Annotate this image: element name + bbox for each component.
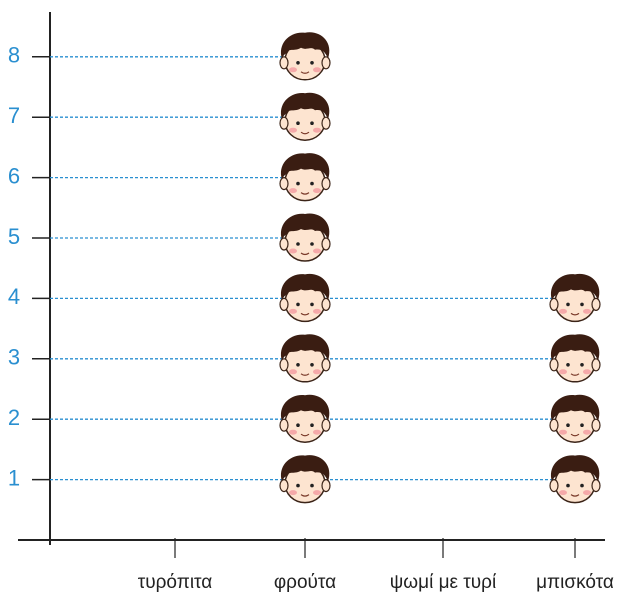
y-tick-label: 1: [8, 465, 20, 490]
y-tick-label: 5: [8, 224, 20, 249]
y-tick-label: 8: [8, 43, 20, 68]
face-icon: [549, 454, 601, 504]
y-tick-label: 6: [8, 163, 20, 188]
face-icon: [549, 333, 601, 383]
x-tick-label: ψωμί με τυρί: [390, 572, 497, 593]
face-icon: [279, 333, 331, 383]
face-icon: [279, 393, 331, 443]
face-icon: [279, 152, 331, 202]
pictogram: [549, 273, 601, 504]
y-tick-label: 7: [8, 103, 20, 128]
face-icon: [279, 91, 331, 141]
x-tick-label: τυρόπιτα: [138, 572, 213, 593]
face-icon: [279, 273, 331, 323]
face-icon: [279, 454, 331, 504]
y-tick-label: 2: [8, 405, 20, 430]
face-icon: [279, 212, 331, 262]
face-icon: [279, 31, 331, 81]
y-tick-label: 4: [8, 284, 20, 309]
x-tick-label: φρούτα: [274, 572, 336, 593]
pictogram: [279, 31, 331, 504]
y-tick-label: 3: [8, 345, 20, 370]
face-icon: [549, 393, 601, 443]
x-tick-label: μπισκότα: [536, 572, 614, 593]
face-icon: [549, 273, 601, 323]
